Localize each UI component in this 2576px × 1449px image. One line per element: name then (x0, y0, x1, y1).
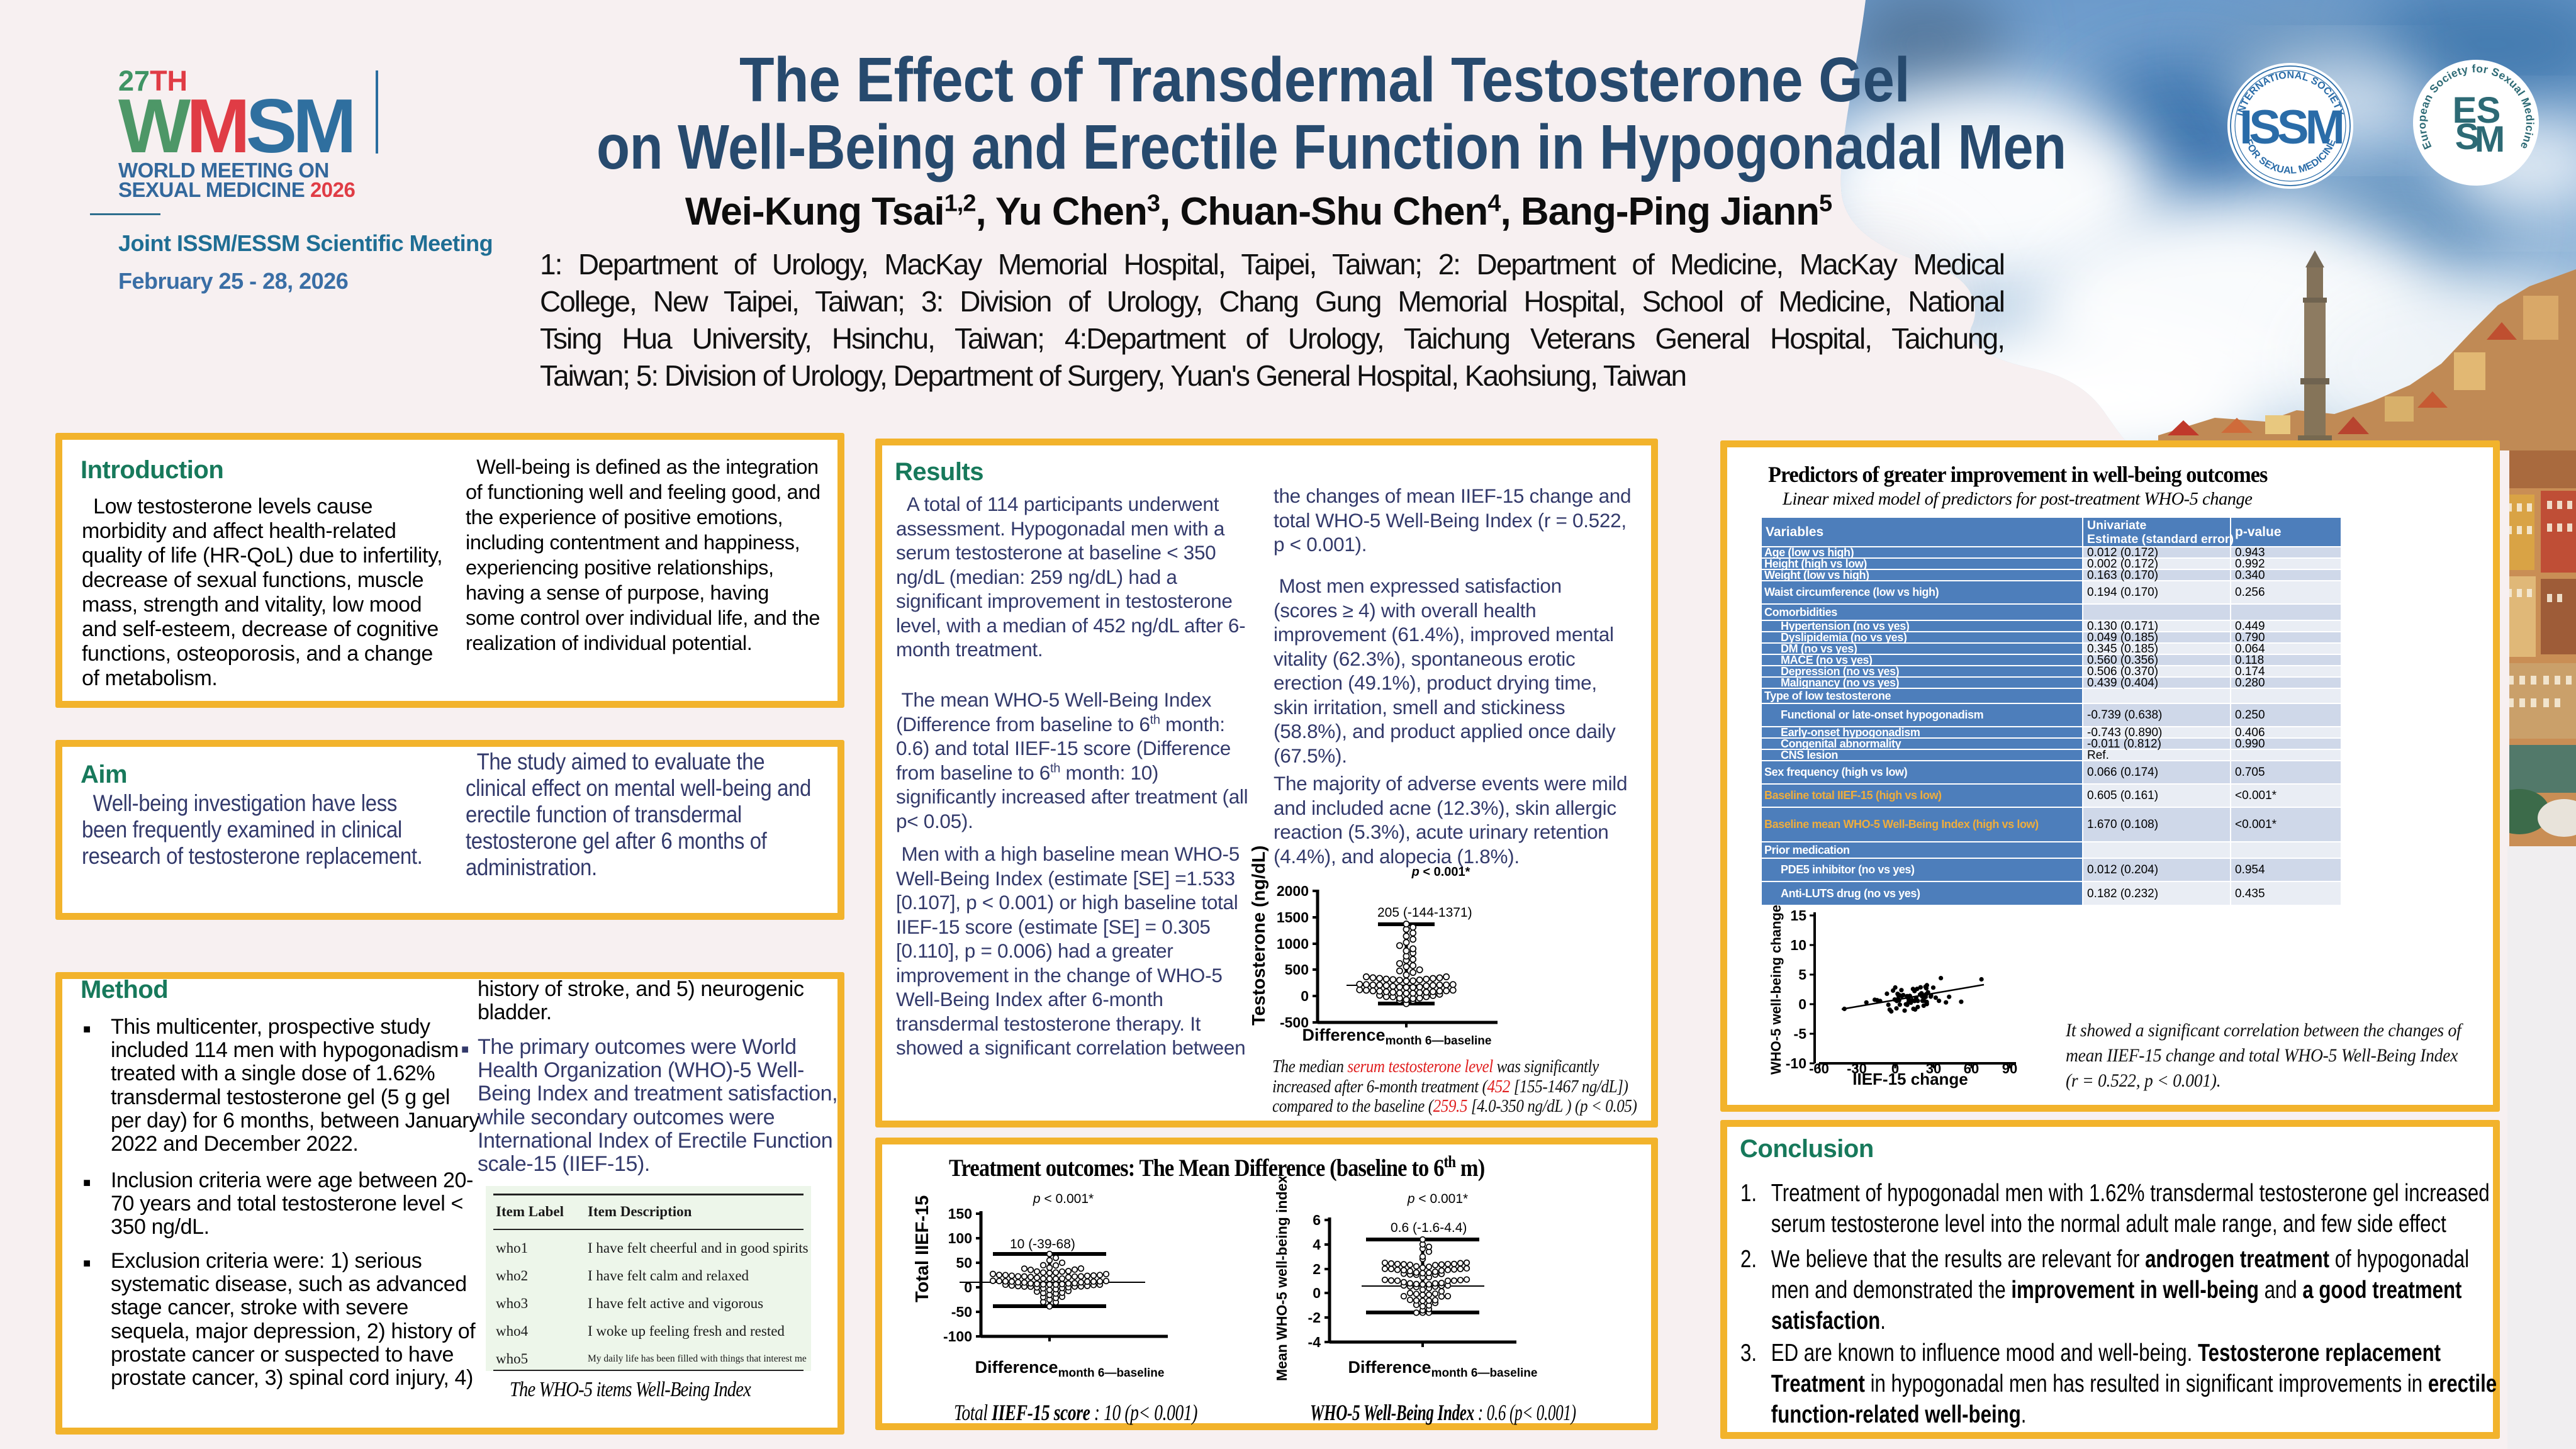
svg-text:Differencemonth 6—baseline: Differencemonth 6—baseline (1302, 1026, 1492, 1048)
svg-text:Testosterone (ng/dL): Testosterone (ng/dL) (1249, 846, 1269, 1026)
svg-text:-500: -500 (1280, 1014, 1309, 1031)
svg-text:50: 50 (956, 1255, 972, 1271)
svg-text:4: 4 (1313, 1236, 1321, 1253)
svg-text:IIEF-15 change: IIEF-15 change (1852, 1070, 1968, 1088)
svg-text:30: 30 (1926, 1061, 1941, 1077)
svg-text:-60: -60 (1809, 1061, 1829, 1077)
svg-text:-2: -2 (1308, 1309, 1321, 1326)
svg-text:p < 0.001*: p < 0.001* (1033, 1192, 1094, 1206)
svg-text:0: 0 (1313, 1285, 1321, 1301)
svg-text:0: 0 (1891, 1061, 1899, 1077)
svg-text:-5: -5 (1794, 1026, 1807, 1042)
svg-text:15: 15 (1790, 907, 1806, 924)
svg-text:p < 0.001*: p < 0.001* (1407, 1192, 1468, 1206)
svg-text:205 (-144-1371): 205 (-144-1371) (1377, 905, 1472, 920)
svg-text:-4: -4 (1308, 1334, 1321, 1350)
svg-text:Differencemonth 6—baseline: Differencemonth 6—baseline (1348, 1358, 1538, 1380)
svg-text:-50: -50 (951, 1304, 972, 1320)
svg-text:2: 2 (1313, 1261, 1321, 1277)
svg-text:S: S (2477, 90, 2501, 131)
svg-text:0: 0 (1301, 988, 1309, 1004)
svg-text:S: S (2455, 116, 2480, 157)
svg-text:E: E (2453, 90, 2477, 131)
svg-text:-100: -100 (943, 1328, 972, 1345)
svg-text:6: 6 (1313, 1212, 1321, 1228)
svg-text:0.6 (-1.6-4.4): 0.6 (-1.6-4.4) (1391, 1221, 1467, 1235)
svg-text:-10: -10 (1786, 1055, 1806, 1071)
svg-text:1500: 1500 (1277, 909, 1309, 926)
svg-text:10 (-39-68): 10 (-39-68) (1010, 1237, 1075, 1251)
svg-text:Total IIEF-15: Total IIEF-15 (912, 1195, 932, 1302)
svg-text:10: 10 (1790, 937, 1806, 953)
svg-text:500: 500 (1285, 961, 1309, 978)
svg-text:150: 150 (948, 1206, 972, 1222)
svg-text:WHO-5 well-being change: WHO-5 well-being change (1768, 905, 1784, 1075)
svg-text:p < 0.001*: p < 0.001* (1411, 865, 1470, 879)
svg-text:100: 100 (948, 1230, 972, 1246)
svg-text:90: 90 (2002, 1061, 2017, 1077)
svg-text:Differencemonth 6—baseline: Differencemonth 6—baseline (975, 1358, 1165, 1380)
svg-text:60: 60 (1964, 1061, 1979, 1077)
svg-text:Mean WHO-5 well-being index: Mean WHO-5 well-being index (1274, 1177, 1290, 1381)
svg-text:0: 0 (964, 1279, 972, 1295)
svg-text:ISSM: ISSM (2239, 101, 2342, 154)
svg-text:2000: 2000 (1277, 883, 1309, 899)
svg-text:1000: 1000 (1277, 936, 1309, 952)
svg-text:-30: -30 (1847, 1061, 1867, 1077)
svg-text:M: M (2475, 119, 2505, 160)
svg-text:5: 5 (1798, 966, 1806, 983)
svg-text:0: 0 (1798, 996, 1806, 1012)
